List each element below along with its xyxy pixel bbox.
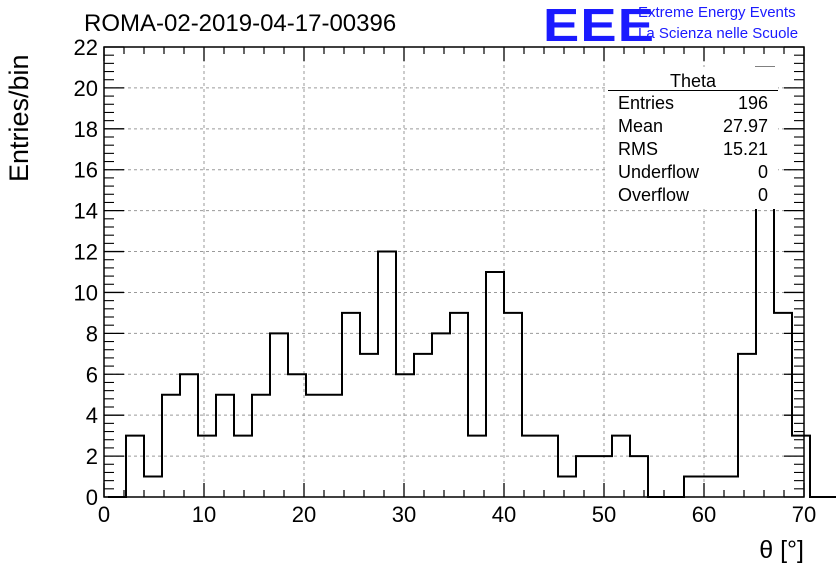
axis-tick-labels: 0 10 20 30 40 50 60 70 0 2 4 6 8 10 12 14 16 18 20 22: [74, 35, 817, 527]
y-tick-label: 10: [74, 280, 98, 305]
stats-divider: [608, 90, 778, 91]
y-tick-label: 22: [74, 35, 98, 60]
y-tick-label: 20: [74, 76, 98, 101]
logo-line-1: Extreme Energy Events: [638, 4, 796, 21]
logo-line-2: La Scienza nelle Scuole: [638, 25, 799, 42]
x-tick-label: 50: [592, 502, 616, 527]
y-tick-label: 6: [86, 362, 98, 387]
stats-value: 15.21: [722, 139, 768, 159]
stats-row-overflow: Overflow 0: [618, 185, 768, 207]
stats-value: 0: [757, 185, 768, 205]
chart-title: ROMA-02-2019-04-17-00396: [84, 10, 397, 37]
stats-label: Mean: [618, 116, 664, 136]
stats-box: Theta Entries 196 Mean 27.97 RMS 15.21 U…: [608, 67, 778, 209]
stats-value: 27.97: [722, 116, 768, 136]
stats-label: Underflow: [618, 162, 700, 182]
stats-row-mean: Mean 27.97: [618, 116, 768, 138]
stats-label: RMS: [618, 139, 658, 159]
x-axis-label: θ [°]: [759, 536, 804, 564]
y-tick-label: 12: [74, 240, 98, 265]
x-tick-label: 60: [692, 502, 716, 527]
stats-row-entries: Entries 196: [618, 93, 768, 115]
x-tick-label: 0: [98, 502, 110, 527]
y-tick-label: 4: [86, 403, 98, 428]
stats-label: Overflow: [618, 185, 690, 205]
y-tick-label: 8: [86, 321, 98, 346]
y-tick-label: 16: [74, 158, 98, 183]
x-tick-label: 70: [792, 502, 816, 527]
stats-value: 196: [737, 93, 768, 113]
y-axis-label: Entries/bin: [4, 54, 34, 182]
x-tick-label: 30: [392, 502, 416, 527]
x-tick-label: 10: [192, 502, 216, 527]
eee-logo: EEE: [543, 0, 656, 51]
y-tick-label: 0: [86, 485, 98, 510]
x-tick-label: 40: [492, 502, 516, 527]
stats-row-underflow: Underflow 0: [618, 162, 768, 184]
y-tick-label: 2: [86, 444, 98, 469]
stats-label: Entries: [618, 93, 675, 113]
plot-frame: [103, 46, 805, 498]
y-tick-label: 14: [74, 199, 98, 224]
y-tick-label: 18: [74, 117, 98, 142]
stats-row-rms: RMS 15.21: [618, 139, 768, 161]
x-tick-label: 20: [292, 502, 316, 527]
stats-value: 0: [757, 162, 768, 182]
axis-ticks: [103, 46, 805, 498]
stats-title: Theta: [669, 71, 717, 91]
